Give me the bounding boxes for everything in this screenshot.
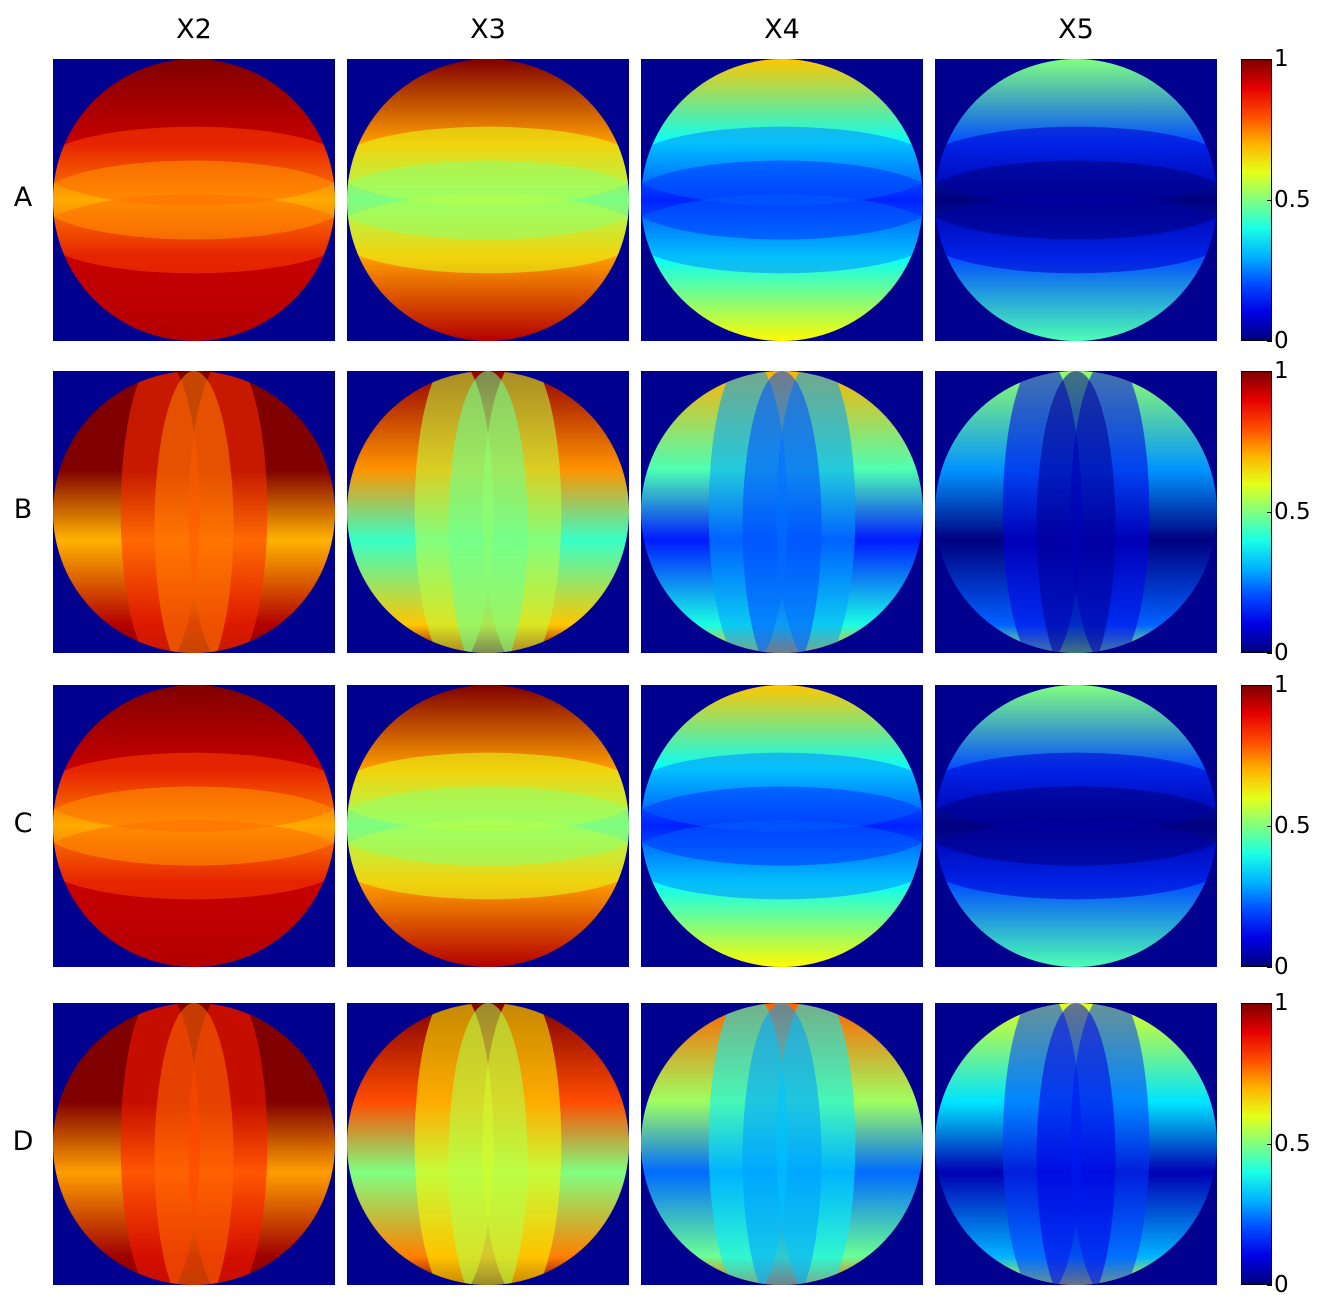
colorbar-tick-mark: [1267, 1285, 1272, 1286]
heatmap-panel-c-x2: [53, 685, 335, 967]
colorbar-tick-mark: [1267, 371, 1272, 372]
lens-segment: [742, 371, 822, 653]
heatmap-panel-d-x5: [935, 1003, 1217, 1285]
colorbar-tick-label: 0: [1274, 328, 1289, 354]
heatmap-panel-d-x4: [641, 1003, 923, 1285]
colorbar-c: [1241, 685, 1272, 967]
colorbar-tick-mark: [1267, 1144, 1272, 1145]
colorbar-tick-label: 0.5: [1274, 499, 1311, 525]
colorbar-tick-label: 0.5: [1274, 813, 1311, 839]
row-label-b: B: [13, 494, 33, 525]
heatmap-panel-a-x2: [53, 59, 335, 341]
heatmap-panel-d-x2: [53, 1003, 335, 1285]
heatmap-panel-b-x2: [53, 371, 335, 653]
colorbar-d: [1241, 1003, 1272, 1285]
colorbar-tick-label: 1: [1274, 990, 1289, 1016]
column-label-x3: X3: [470, 14, 506, 45]
colorbar-tick-mark: [1267, 685, 1272, 686]
colorbar-tick-mark: [1267, 653, 1272, 654]
colorbar-tick-label: 1: [1274, 672, 1289, 698]
heatmap-panel-c-x5: [935, 685, 1217, 967]
colorbar-tick-mark: [1267, 1003, 1272, 1004]
colorbar-tick-mark: [1267, 967, 1272, 968]
column-label-x4: X4: [764, 14, 800, 45]
colorbar-tick-label: 0.5: [1274, 1131, 1311, 1157]
row-label-a: A: [13, 182, 33, 213]
lens-segment: [347, 786, 629, 866]
lens-segment: [154, 371, 234, 653]
row-label-d: D: [12, 1126, 34, 1157]
colorbar-tick-mark: [1267, 200, 1272, 201]
heatmap-panel-c-x3: [347, 685, 629, 967]
lens-segment: [935, 786, 1217, 866]
colorbar-tick-label: 1: [1274, 358, 1289, 384]
lens-segment: [935, 160, 1217, 240]
lens-segment: [448, 371, 528, 653]
lens-segment: [53, 786, 335, 866]
column-label-x5: X5: [1058, 14, 1094, 45]
colorbar-tick-mark: [1267, 341, 1272, 342]
lens-segment: [742, 1003, 822, 1285]
colorbar-tick-label: 1: [1274, 46, 1289, 72]
heatmap-panel-a-x4: [641, 59, 923, 341]
heatmap-panel-b-x3: [347, 371, 629, 653]
colorbar-tick-label: 0: [1274, 640, 1289, 666]
lens-segment: [641, 160, 923, 240]
heatmap-panel-d-x3: [347, 1003, 629, 1285]
row-label-c: C: [13, 808, 33, 839]
heatmap-panel-b-x5: [935, 371, 1217, 653]
colorbar-tick-mark: [1267, 826, 1272, 827]
colorbar-tick-mark: [1267, 512, 1272, 513]
lens-segment: [154, 1003, 234, 1285]
lens-segment: [347, 160, 629, 240]
colorbar-tick-mark: [1267, 59, 1272, 60]
heatmap-panel-a-x3: [347, 59, 629, 341]
colorbar-tick-label: 0.5: [1274, 187, 1311, 213]
lens-segment: [641, 786, 923, 866]
lens-segment: [448, 1003, 528, 1285]
lens-segment: [53, 160, 335, 240]
colorbar-tick-label: 0: [1274, 1272, 1289, 1298]
colorbar-tick-label: 0: [1274, 954, 1289, 980]
column-label-x2: X2: [176, 14, 212, 45]
lens-segment: [1036, 371, 1116, 653]
heatmap-panel-a-x5: [935, 59, 1217, 341]
lens-segment: [1036, 1003, 1116, 1285]
heatmap-panel-c-x4: [641, 685, 923, 967]
heatmap-panel-b-x4: [641, 371, 923, 653]
